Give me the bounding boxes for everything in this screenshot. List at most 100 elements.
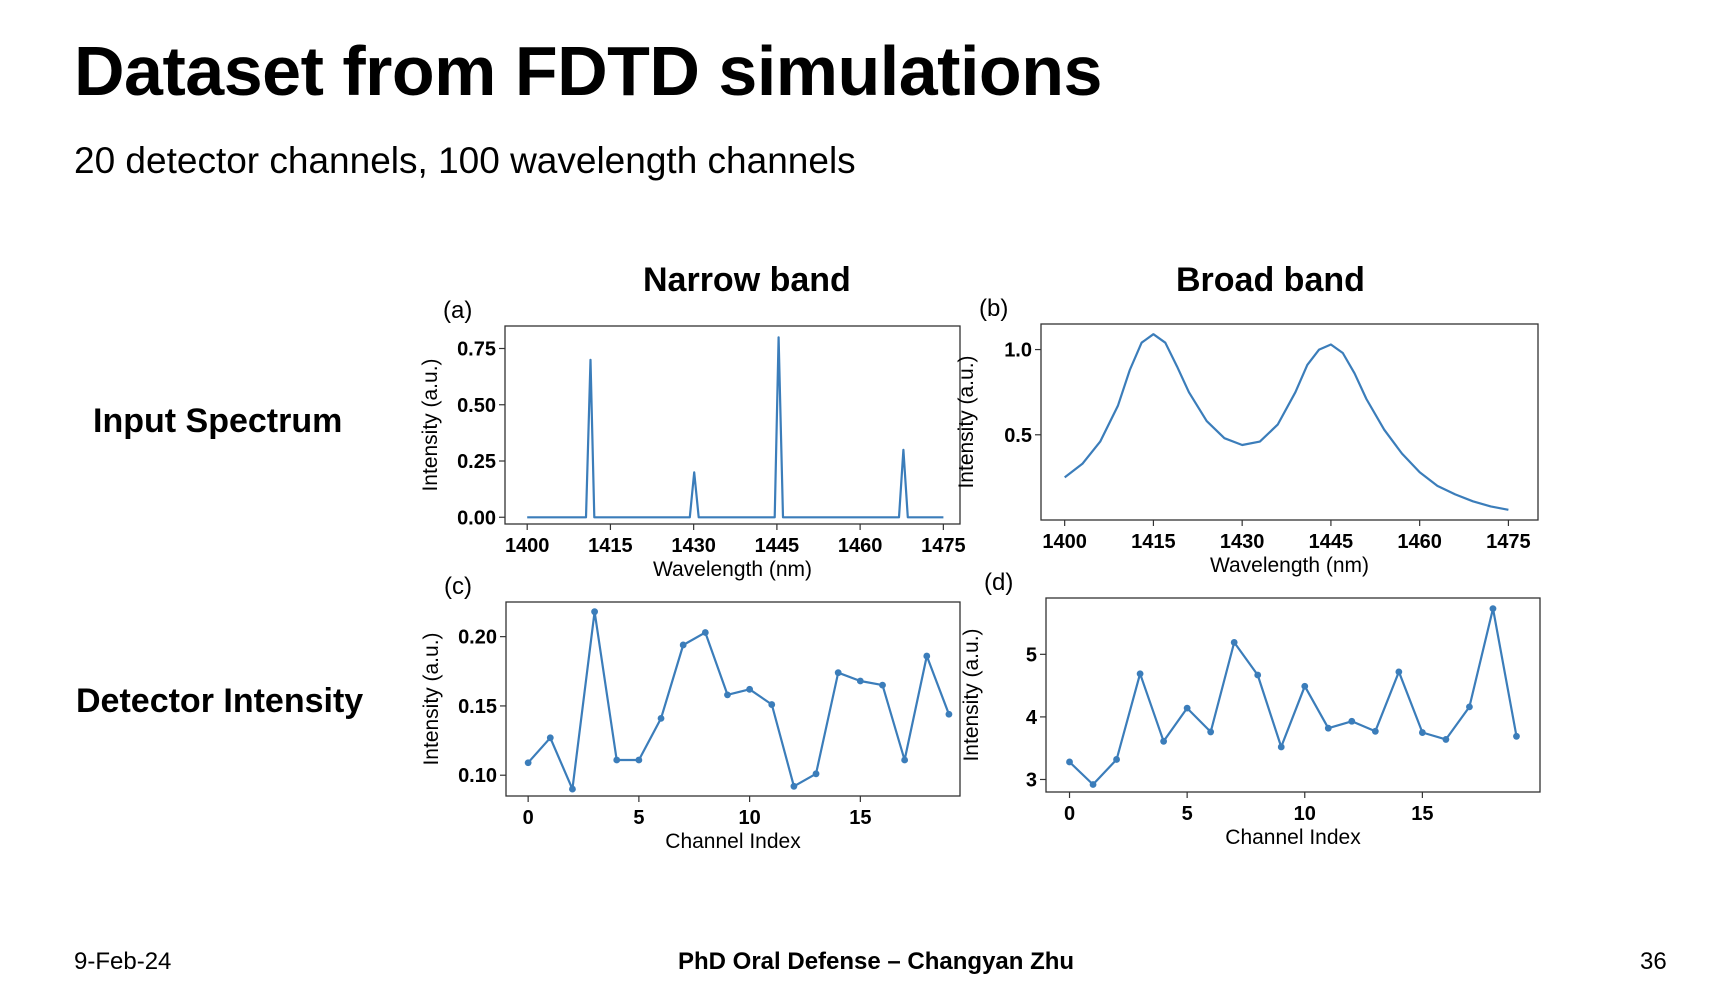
x-tick-label: 1430 [1220, 531, 1265, 553]
panel-label: (d) [984, 569, 1013, 596]
data-point [1489, 605, 1497, 613]
data-point [679, 641, 687, 649]
y-tick-label: 0.00 [457, 507, 496, 529]
x-tick-label: 15 [849, 807, 871, 829]
x-tick-label: 0 [523, 807, 534, 829]
y-axis-label: Intensity (a.u.) [955, 355, 978, 488]
data-point [1442, 736, 1450, 743]
data-point [901, 756, 909, 764]
data-point [856, 677, 864, 685]
y-tick-label: 5 [1026, 644, 1037, 666]
data-point [613, 756, 621, 764]
data-point [879, 681, 886, 689]
x-tick-label: 5 [633, 807, 644, 829]
column-heading-narrow-band: Narrow band [643, 261, 851, 299]
data-point [1207, 728, 1215, 736]
chart-b-broad-band-spectrum: (b) 1400 1415 1430 1445 1460 1475 0.5 1.0 Wavelen… [955, 295, 1539, 577]
data-point [790, 782, 798, 790]
panel-label: (b) [979, 295, 1008, 322]
x-tick-label: 1400 [505, 535, 550, 557]
data-point [1113, 756, 1120, 763]
data-point [1301, 682, 1309, 690]
plot-frame [1045, 597, 1541, 793]
slide-title: Dataset from FDTD simulations [74, 32, 1102, 110]
x-tick-label: 1460 [838, 535, 883, 557]
data-point [812, 770, 820, 778]
data-point [635, 756, 643, 764]
footer-page-number: 36 [1640, 948, 1667, 975]
x-tick-label: 0 [1064, 803, 1075, 825]
data-point [923, 652, 931, 660]
data-point [1513, 732, 1520, 740]
panel-label: (a) [443, 297, 472, 324]
x-tick-label: 1430 [671, 535, 716, 557]
x-tick-label: 1475 [921, 535, 966, 557]
y-tick-label: 0.15 [458, 696, 497, 718]
x-axis-label: Channel Index [1225, 826, 1361, 849]
series-line [527, 336, 944, 519]
data-point [1066, 758, 1073, 766]
data-point [746, 685, 754, 693]
y-tick-label: 1.0 [1004, 340, 1032, 362]
data-point [768, 701, 776, 708]
x-tick-label: 10 [738, 807, 760, 829]
slide-subtitle: 20 detector channels, 100 wavelength cha… [74, 140, 856, 181]
x-axis-label: Wavelength (nm) [653, 558, 812, 581]
x-tick-label: 1445 [755, 535, 800, 557]
data-point [1348, 717, 1356, 725]
series-line [1064, 333, 1509, 511]
x-axis-label: Wavelength (nm) [1210, 554, 1369, 577]
footer-presenter: PhD Oral Defense – Changyan Zhu [678, 948, 1075, 975]
y-axis-label: Intensity (a.u.) [419, 358, 442, 491]
data-point [1230, 639, 1238, 646]
series-line [1068, 607, 1518, 786]
data-point [724, 691, 731, 699]
data-point [1089, 781, 1097, 788]
data-point [1160, 737, 1168, 745]
data-point [945, 710, 953, 718]
data-point [1395, 668, 1403, 676]
x-tick-label: 1445 [1309, 531, 1354, 553]
y-tick-label: 0.25 [457, 451, 496, 473]
y-axis-label: Intensity (a.u.) [960, 628, 983, 761]
y-tick-label: 0.50 [457, 395, 496, 417]
data-point [701, 629, 709, 636]
chart-c-narrow-band-detector: (c) 0 5 10 15 0.10 0.15 0.20 Channel Index Intens… [420, 573, 961, 853]
plot-frame [1040, 323, 1539, 521]
chart-d-broad-band-detector: (d) 0 5 10 15 3 4 5 Channel Index Intensity (a.u.… [960, 569, 1541, 849]
footer-date: 9-Feb-24 [74, 948, 172, 975]
y-tick-label: 3 [1026, 769, 1037, 791]
x-tick-label: 1475 [1486, 531, 1531, 553]
chart-a-narrow-band-spectrum: (a) 1400 1415 1430 1445 1460 1475 0.00 0.25 0.50 0… [419, 297, 966, 581]
plot-frame [505, 601, 961, 797]
x-tick-label: 1415 [1131, 531, 1176, 553]
x-tick-label: 1400 [1042, 531, 1087, 553]
column-heading-broad-band: Broad band [1176, 261, 1365, 299]
x-tick-label: 15 [1411, 803, 1433, 825]
data-point [1277, 743, 1285, 751]
data-point [524, 759, 532, 767]
x-axis-label: Channel Index [665, 830, 801, 853]
x-tick-label: 1460 [1397, 531, 1442, 553]
y-tick-label: 0.20 [458, 627, 497, 649]
x-tick-label: 1415 [588, 535, 633, 557]
data-point [1254, 671, 1262, 679]
plot-frame [504, 325, 961, 525]
data-point [657, 715, 665, 722]
y-tick-label: 0.10 [458, 765, 497, 787]
panel-label: (c) [444, 573, 472, 600]
data-point [834, 669, 842, 677]
data-point [546, 734, 554, 742]
y-axis-label: Intensity (a.u.) [420, 632, 443, 765]
data-point [1371, 727, 1379, 735]
x-tick-label: 5 [1182, 803, 1193, 825]
series-line [527, 610, 950, 791]
y-tick-label: 0.75 [457, 339, 496, 361]
data-point [1466, 703, 1473, 711]
row-heading-detector-intensity: Detector Intensity [76, 682, 364, 720]
y-tick-label: 4 [1026, 707, 1038, 729]
data-point [1324, 724, 1332, 732]
row-heading-input-spectrum: Input Spectrum [93, 402, 343, 440]
data-point [1136, 670, 1144, 678]
data-point [1418, 729, 1426, 736]
